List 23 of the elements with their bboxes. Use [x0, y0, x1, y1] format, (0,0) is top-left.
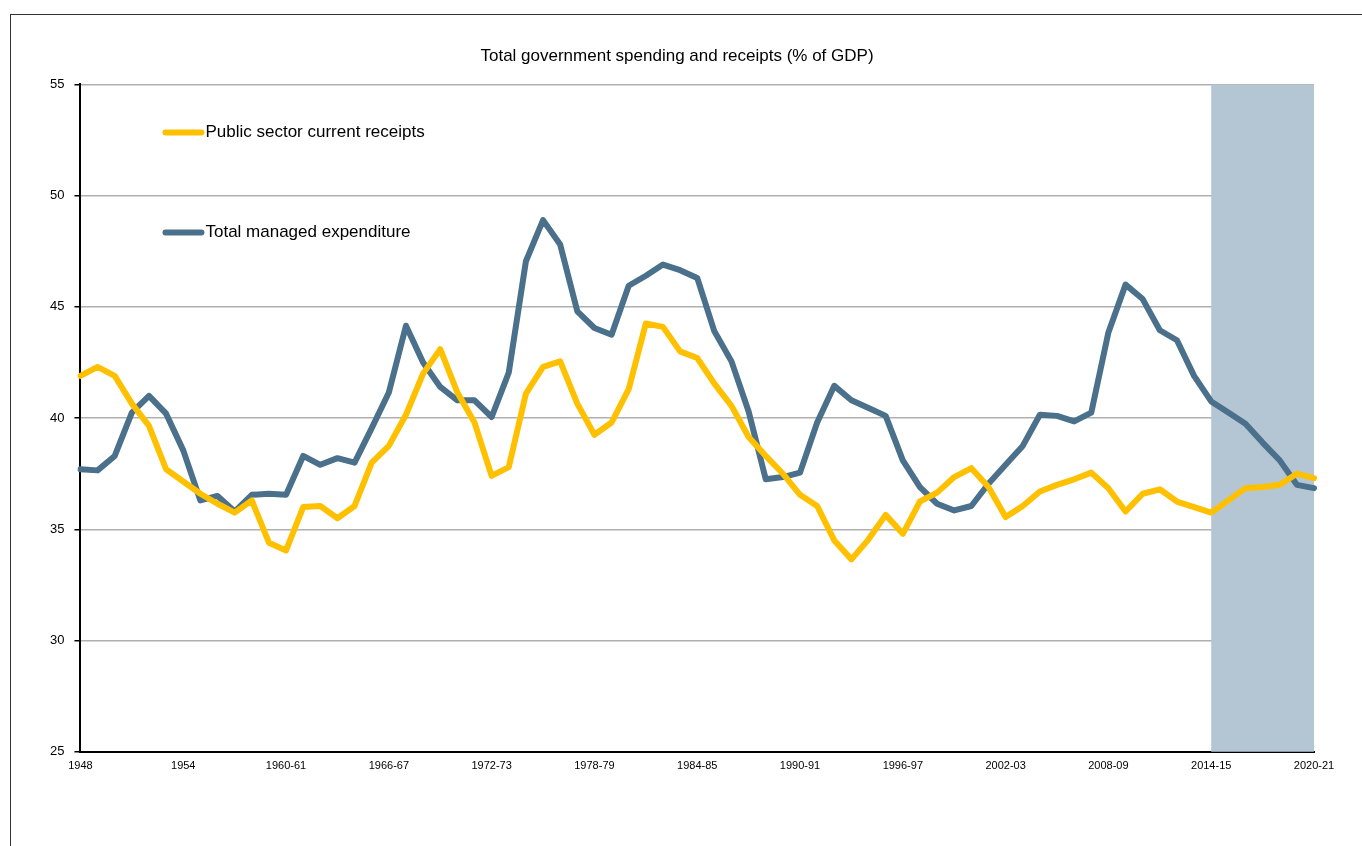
legend-label: Public sector current receipts	[205, 122, 425, 142]
y-tick-label: 40	[49, 409, 65, 425]
x-tick-label: 1948	[68, 759, 93, 772]
x-tick-label: 1984-85	[677, 759, 718, 772]
legend-label: Total managed expenditure	[205, 222, 411, 242]
x-tick-label: 1954	[171, 759, 196, 772]
chart-title: Total government spending and receipts (% of GDP)	[480, 45, 874, 65]
x-tick-label: 1990-91	[779, 759, 821, 772]
y-tick-label: 55	[49, 75, 65, 91]
y-tick-label: 50	[49, 187, 65, 203]
x-tick-label: 1978-79	[574, 759, 615, 772]
x-tick-label: 2014-15	[1191, 759, 1232, 772]
x-tick-label: 2002-03	[985, 759, 1026, 772]
x-tick-label: 1996-97	[882, 759, 924, 772]
y-tick-label: 35	[49, 520, 65, 536]
x-tick-label: 1972-73	[471, 759, 512, 772]
x-tick-label: 2020-21	[1293, 759, 1335, 772]
y-tick-label: 25	[49, 743, 65, 759]
x-tick-label: 2008-09	[1088, 759, 1129, 772]
y-tick-label: 30	[49, 632, 65, 648]
y-tick-label: 45	[49, 298, 65, 314]
x-tick-label: 1966-67	[368, 759, 410, 772]
x-tick-label: 1960-61	[265, 759, 307, 772]
